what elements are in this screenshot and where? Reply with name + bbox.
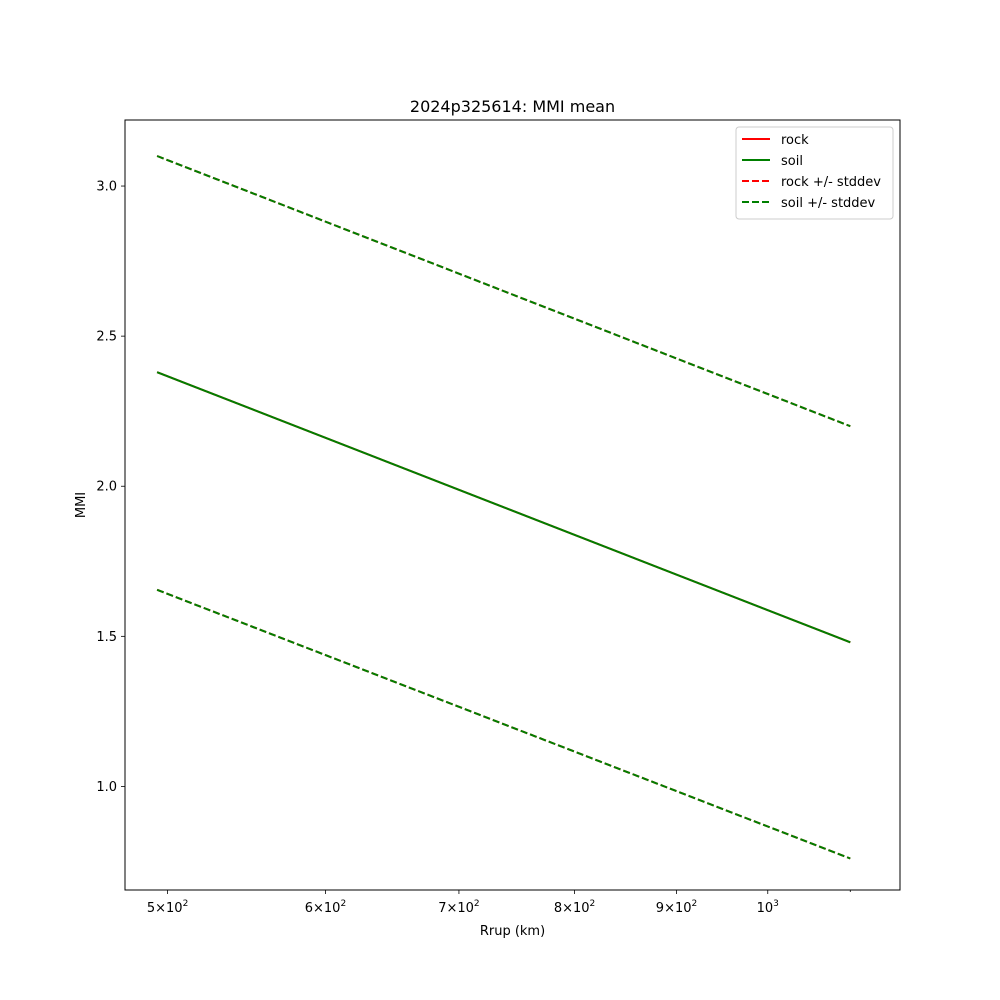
y-tick-label: 2.0	[96, 480, 117, 495]
y-tick-label: 1.5	[96, 630, 117, 645]
y-axis-label: MMI	[74, 492, 89, 518]
legend-label: soil	[781, 154, 803, 169]
y-tick-label: 2.5	[96, 330, 117, 345]
y-tick-label: 3.0	[96, 180, 117, 195]
legend-box	[735, 126, 894, 220]
plot-area	[156, 155, 851, 860]
x-tick-label: 8×102	[554, 899, 595, 916]
x-tick-label: 103	[757, 899, 779, 916]
x-tick-label: 5×102	[147, 899, 188, 916]
chart-title: 2024p325614: MMI mean	[410, 97, 615, 116]
legend-label: rock +/- stddev	[781, 175, 881, 190]
axes-frame	[124, 119, 901, 891]
legend-label: soil +/- stddev	[781, 196, 876, 211]
x-tick-label: 6×102	[305, 899, 346, 916]
x-axis-label: Rrup (km)	[480, 924, 545, 939]
x-tick-label: 9×102	[656, 899, 697, 916]
series-soil-line	[156, 371, 851, 644]
legend: rock soil rock +/- stddev soil +/- stddev	[735, 126, 894, 220]
series-soil-stddev-lower-line	[156, 588, 851, 860]
legend-label: rock	[781, 133, 809, 148]
y-axis: 1.0 1.5 2.0 2.5 3.0	[96, 180, 125, 795]
series-soil-stddev-line	[156, 155, 851, 428]
x-axis: 5×102 6×102 7×102 8×102 9×102 103	[147, 890, 851, 916]
y-tick-label: 1.0	[96, 780, 117, 795]
x-tick-label: 7×102	[438, 899, 479, 916]
